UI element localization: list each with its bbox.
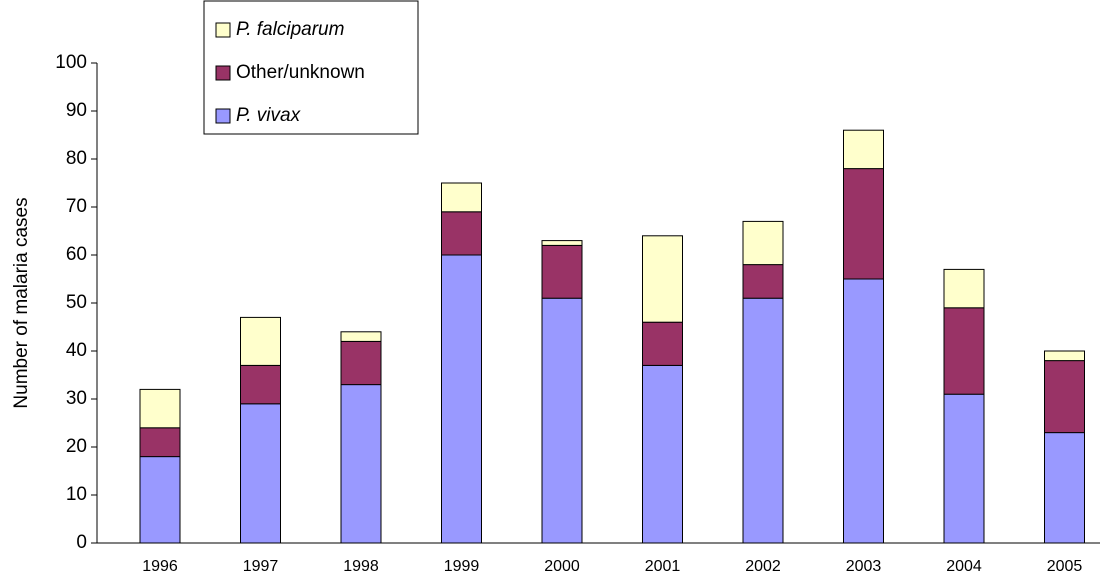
x-tick-label: 2005 <box>1047 558 1083 575</box>
bar-segment <box>742 264 784 299</box>
bar-segment <box>843 129 884 170</box>
x-tick-label: 1999 <box>444 558 480 575</box>
y-tick-label: 30 <box>66 388 87 409</box>
y-tick-label: 10 <box>66 484 87 505</box>
legend-label: P. falciparum <box>236 19 344 40</box>
y-tick-label: 50 <box>66 292 87 313</box>
bar-segment <box>1044 350 1085 362</box>
bar-segment <box>1044 360 1085 434</box>
bar-segment <box>843 278 884 544</box>
bar-segment <box>240 364 281 405</box>
bar-segment <box>240 403 281 544</box>
bar-segment <box>742 220 784 266</box>
x-tick-label: 1996 <box>142 558 178 575</box>
x-tick-label: 1998 <box>343 558 379 575</box>
legend-swatch <box>215 108 231 124</box>
bar-segment <box>642 235 683 323</box>
bar-segment <box>240 316 281 366</box>
legend-label: P. vivax <box>236 105 302 126</box>
y-tick-label: 100 <box>55 52 87 73</box>
bar-segment <box>1044 432 1085 544</box>
legend-box <box>203 0 419 135</box>
y-tick-label: 60 <box>66 244 87 265</box>
y-tick-label: 0 <box>76 532 87 553</box>
bar-segment <box>340 331 382 342</box>
bar-segment <box>843 168 884 280</box>
legend-swatch <box>215 22 231 38</box>
bar-segment <box>139 388 181 429</box>
legend-label: Other/unknown <box>236 62 365 83</box>
x-tick-label: 2000 <box>544 558 580 575</box>
bar-segment <box>943 393 985 544</box>
x-tick-label: 1997 <box>243 558 279 575</box>
y-tick-label: 90 <box>66 100 87 121</box>
bar-segment <box>441 254 482 544</box>
y-tick-label: 20 <box>66 436 87 457</box>
bar-segment <box>541 244 583 299</box>
x-tick-label: 2004 <box>946 558 982 575</box>
y-tick-label: 40 <box>66 340 87 361</box>
bar-segment <box>139 427 181 458</box>
bar-segment <box>742 297 784 544</box>
bar-segment <box>943 268 985 309</box>
bar-segment <box>340 340 382 386</box>
bar-segment <box>642 364 683 544</box>
y-axis-title: Number of malaria cases <box>11 197 32 408</box>
bar-segment <box>441 182 482 213</box>
x-tick-label: 2002 <box>745 558 781 575</box>
x-tick-label: 2001 <box>645 558 681 575</box>
bar-segment <box>541 297 583 544</box>
bar-segment <box>541 240 583 246</box>
bar-segment <box>943 307 985 395</box>
legend-swatch <box>215 65 231 81</box>
x-tick-label: 2003 <box>846 558 882 575</box>
bar-segment <box>340 384 382 544</box>
y-tick-label: 70 <box>66 196 87 217</box>
y-tick-label: 80 <box>66 148 87 169</box>
bar-segment <box>139 456 181 544</box>
bar-segment <box>441 211 482 256</box>
bar-segment <box>642 321 683 366</box>
